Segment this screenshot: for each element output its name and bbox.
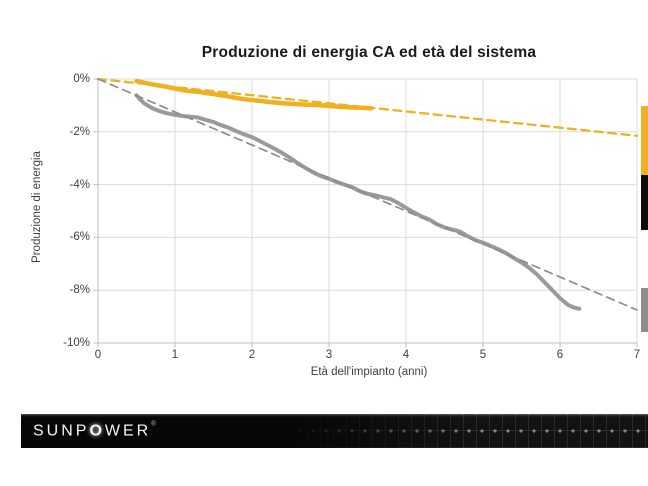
logo-o-glyph: O	[89, 422, 105, 440]
series-sunpower-trend	[96, 77, 639, 137]
series-conventional-actual	[134, 93, 582, 311]
x-tick-label: 3	[325, 349, 333, 361]
logo-text-part2: WER	[104, 422, 152, 440]
x-tick-label: 2	[248, 349, 256, 361]
legend-swatch-black	[641, 175, 648, 230]
series-sunpower-actual	[134, 78, 374, 111]
chart-svg	[93, 77, 639, 348]
x-tick-label: 1	[171, 349, 179, 361]
y-tick-label: -6%	[69, 231, 90, 244]
x-tick-label: 7	[633, 349, 641, 361]
logo-registered-mark: ®	[151, 421, 156, 428]
x-tick-label: 6	[556, 349, 564, 361]
y-tick-label: -4%	[69, 178, 90, 191]
x-axis-title: Età dell'impianto (anni)	[310, 366, 428, 378]
legend-swatch-gray	[641, 288, 648, 332]
chart-title: Produzione di energia CA ed età del sist…	[201, 44, 537, 61]
sunpower-logo: SUNPOWER®	[33, 422, 156, 441]
series-conventional-trend	[97, 78, 638, 311]
y-tick-label: -2%	[69, 125, 90, 138]
x-tick-label: 4	[402, 349, 410, 361]
y-tick-label: -10%	[63, 337, 90, 349]
y-tick-label: 0%	[73, 73, 90, 85]
y-axis-title: Produzione di energia	[31, 151, 43, 263]
logo-text-part1: SUNP	[33, 422, 90, 440]
x-tick-label: 5	[479, 349, 487, 361]
x-tick-label: 0	[94, 349, 102, 361]
legend-swatch-yellow	[641, 106, 648, 175]
footer-bar: SUNPOWER®	[21, 414, 648, 448]
y-tick-label: -8%	[69, 284, 90, 297]
